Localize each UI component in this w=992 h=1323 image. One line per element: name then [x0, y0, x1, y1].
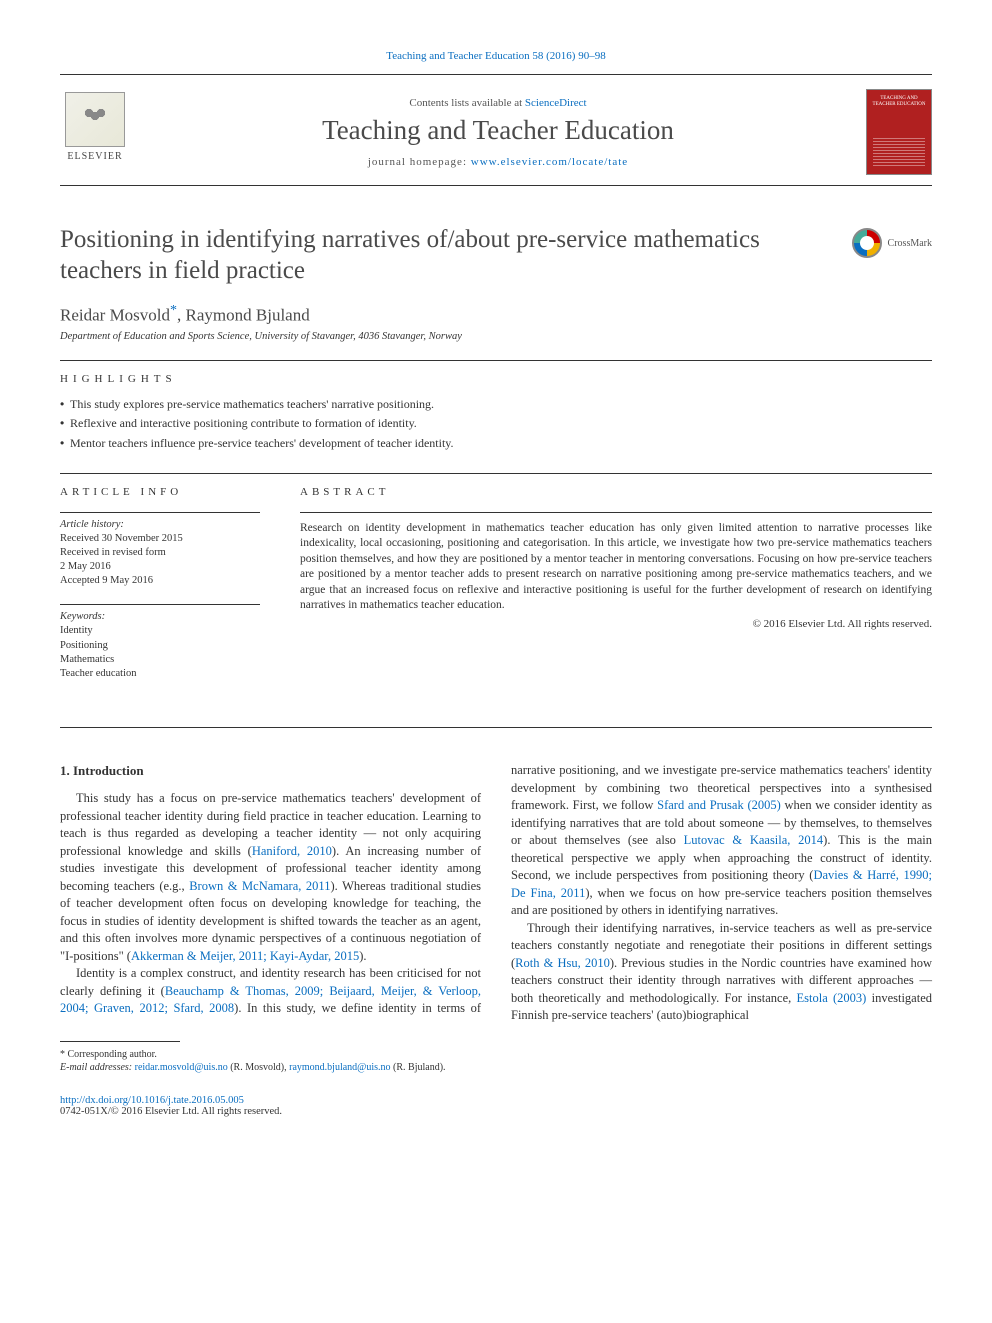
- crossmark-icon: [852, 228, 882, 258]
- info-abstract-row: ARTICLE INFO Article history: Received 3…: [60, 486, 932, 697]
- homepage-prefix: journal homepage:: [368, 156, 471, 168]
- rule-highlights-top: [60, 360, 932, 361]
- email-suffix: (R. Bjuland).: [391, 1062, 446, 1073]
- contents-line: Contents lists available at ScienceDirec…: [150, 97, 846, 109]
- rule-info-sub: [60, 512, 260, 513]
- journal-masthead: ELSEVIER Contents lists available at Sci…: [60, 75, 932, 185]
- keyword: Positioning: [60, 639, 260, 653]
- abstract-label: ABSTRACT: [300, 486, 932, 498]
- citation-link[interactable]: Lutovac & Kaasila, 2014: [684, 833, 824, 847]
- highlight-item: This study explores pre-service mathemat…: [60, 395, 932, 414]
- footnotes: * Corresponding author. E-mail addresses…: [60, 1048, 932, 1075]
- author-email-link[interactable]: raymond.bjuland@uis.no: [289, 1062, 390, 1073]
- elsevier-wordmark: ELSEVIER: [67, 151, 122, 162]
- article-history: Article history: Received 30 November 20…: [60, 519, 260, 589]
- keyword: Teacher education: [60, 667, 260, 681]
- abstract-column: ABSTRACT Research on identity developmen…: [300, 486, 932, 697]
- author-2[interactable]: Raymond Bjuland: [186, 305, 310, 324]
- page-container: Teaching and Teacher Education 58 (2016)…: [0, 0, 992, 1157]
- article-info-label: ARTICLE INFO: [60, 486, 260, 498]
- keywords-head: Keywords:: [60, 611, 260, 622]
- highlight-item: Mentor teachers influence pre-service te…: [60, 434, 932, 453]
- corr-mark: *: [170, 303, 177, 318]
- section-heading-intro: 1. Introduction: [60, 762, 481, 780]
- revised-label: Received in revised form: [60, 546, 260, 560]
- homepage-link[interactable]: www.elsevier.com/locate/tate: [471, 156, 628, 168]
- article-info-column: ARTICLE INFO Article history: Received 3…: [60, 486, 260, 697]
- issn-copyright: 0742-051X/© 2016 Elsevier Ltd. All right…: [60, 1106, 932, 1117]
- citation-link[interactable]: Beauchamp & Thomas, 2009;: [165, 984, 323, 998]
- highlight-item: Reflexive and interactive positioning co…: [60, 414, 932, 433]
- citation-link[interactable]: Haniford, 2010: [252, 844, 332, 858]
- article-header: CrossMark Positioning in identifying nar…: [60, 224, 932, 342]
- article-title: Positioning in identifying narratives of…: [60, 224, 780, 287]
- citation-link[interactable]: Akkerman & Meijer, 2011; Kayi-Aydar, 201…: [131, 949, 359, 963]
- author-email-link[interactable]: reidar.mosvold@uis.no: [135, 1062, 228, 1073]
- body-columns: 1. Introduction This study has a focus o…: [60, 762, 932, 1025]
- body-paragraph: This study has a focus on pre-service ma…: [60, 790, 481, 965]
- email-line: E-mail addresses: reidar.mosvold@uis.no …: [60, 1061, 932, 1075]
- highlights-list: This study explores pre-service mathemat…: [60, 395, 932, 453]
- citation-link[interactable]: Brown & McNamara, 2011: [189, 879, 330, 893]
- crossmark-label: CrossMark: [888, 238, 932, 249]
- accepted-date: Accepted 9 May 2016: [60, 574, 260, 588]
- crossmark-widget[interactable]: CrossMark: [852, 228, 932, 258]
- bottom-block: http://dx.doi.org/10.1016/j.tate.2016.05…: [60, 1095, 932, 1117]
- masthead-center: Contents lists available at ScienceDirec…: [150, 97, 846, 168]
- elsevier-tree-icon: [65, 92, 125, 147]
- abstract-copyright: © 2016 Elsevier Ltd. All rights reserved…: [300, 618, 932, 630]
- citation-link[interactable]: Sfard and Prusak (2005): [657, 798, 781, 812]
- keywords-block: Keywords: Identity Positioning Mathemati…: [60, 611, 260, 681]
- rule-body-top: [60, 727, 932, 728]
- citation-link[interactable]: Estola (2003): [797, 991, 867, 1005]
- body-paragraph: Through their identifying narratives, in…: [511, 920, 932, 1025]
- journal-homepage: journal homepage: www.elsevier.com/locat…: [150, 156, 846, 168]
- received-date: Received 30 November 2015: [60, 532, 260, 546]
- sciencedirect-link[interactable]: ScienceDirect: [525, 97, 587, 109]
- journal-cover-thumb[interactable]: [866, 89, 932, 175]
- affiliation: Department of Education and Sports Scien…: [60, 331, 932, 342]
- rule-abstract-sub: [300, 512, 932, 513]
- abstract-text: Research on identity development in math…: [300, 521, 932, 614]
- author-1[interactable]: Reidar Mosvold: [60, 305, 170, 324]
- rule-keywords-top: [60, 604, 260, 605]
- top-citation: Teaching and Teacher Education 58 (2016)…: [60, 50, 932, 62]
- author-line: Reidar Mosvold*, Raymond Bjuland: [60, 303, 932, 326]
- contents-prefix: Contents lists available at: [409, 97, 524, 109]
- highlights-label: HIGHLIGHTS: [60, 373, 932, 385]
- elsevier-logo[interactable]: ELSEVIER: [60, 92, 130, 172]
- footnote-separator: [60, 1041, 180, 1042]
- rule-masthead-bottom: [60, 185, 932, 186]
- author-sep: ,: [177, 305, 186, 324]
- rule-info-top: [60, 473, 932, 474]
- history-head: Article history:: [60, 519, 260, 530]
- keyword: Identity: [60, 624, 260, 638]
- keyword: Mathematics: [60, 653, 260, 667]
- revised-date: 2 May 2016: [60, 560, 260, 574]
- doi-link[interactable]: http://dx.doi.org/10.1016/j.tate.2016.05…: [60, 1095, 244, 1106]
- citation-link[interactable]: Roth & Hsu, 2010: [515, 956, 610, 970]
- corresponding-author-note: * Corresponding author.: [60, 1048, 932, 1062]
- journal-name: Teaching and Teacher Education: [150, 115, 846, 146]
